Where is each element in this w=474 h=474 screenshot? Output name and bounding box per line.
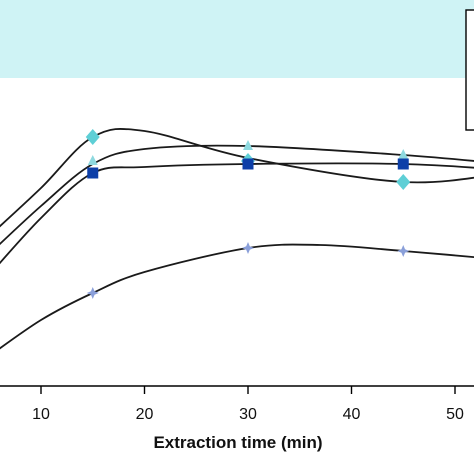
data-point-star-30: [242, 242, 254, 254]
data-point-square-15: [87, 167, 99, 179]
data-point-star-45: [397, 245, 410, 257]
x-tick-label-50: 50: [446, 406, 464, 423]
x-tick-label-10: 10: [32, 406, 50, 423]
data-point-square-30: [242, 158, 254, 170]
series-markers: [85, 129, 411, 299]
data-point-star-15: [86, 287, 99, 299]
x-tick-label-40: 40: [343, 406, 361, 423]
top-band: [0, 0, 474, 78]
x-tick-label-20: 20: [136, 406, 154, 423]
data-point-triangle-30: [243, 140, 253, 150]
x-axis-label: Extraction time (min): [153, 433, 322, 452]
data-point-triangle-15: [87, 155, 98, 165]
x-axis-ticks: 10 20 30 40 50: [32, 386, 464, 423]
data-point-triangle-45: [398, 149, 409, 159]
data-point-diamond-15: [85, 129, 100, 145]
data-point-square-45: [397, 158, 409, 170]
x-tick-label-30: 30: [239, 406, 257, 423]
legend-box: [465, 9, 474, 131]
data-point-diamond-45: [396, 174, 411, 190]
